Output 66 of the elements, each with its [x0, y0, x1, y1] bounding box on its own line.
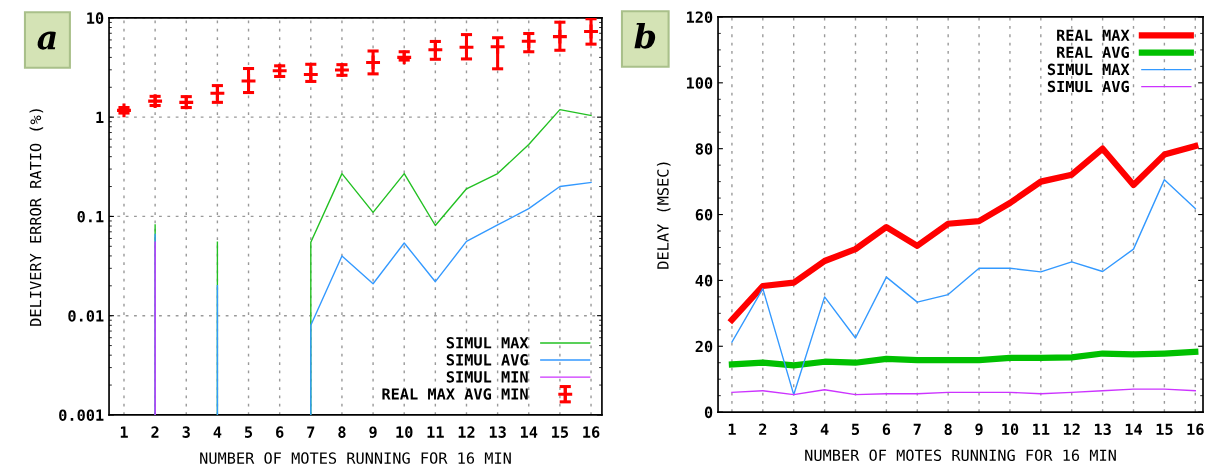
- x-tick-label: 12: [1063, 423, 1080, 435]
- x-tick-label: 10: [1002, 423, 1019, 436]
- y-tick-label: 10: [87, 12, 104, 24]
- x-tick-label: 15: [1156, 423, 1173, 436]
- x-tick-label: 7: [307, 426, 315, 438]
- legend-label: REAL MAX AVG MIN: [382, 388, 528, 400]
- point: [364, 53, 382, 71]
- legend-label: SIMUL AVG: [1047, 80, 1129, 93]
- x-tick-label: 12: [458, 426, 475, 438]
- x-tick-label: 4: [820, 423, 829, 435]
- legend-label: REAL AVG: [1057, 46, 1129, 59]
- y-tick-label: 20: [695, 340, 713, 353]
- x-tick-label: 11: [1033, 423, 1050, 435]
- line-series: [731, 178, 1196, 396]
- legend-label: SIMUL AVG: [446, 354, 528, 366]
- x-tick-label: 5: [851, 423, 860, 436]
- y-tick-label: 0.1: [77, 210, 104, 223]
- point: [115, 101, 133, 119]
- legend-label: SIMUL MAX: [446, 336, 529, 349]
- x-tick-label: 16: [583, 426, 600, 438]
- point: [551, 28, 569, 46]
- x-tick-label: 8: [944, 423, 952, 436]
- y-tick-label: 0: [704, 406, 713, 419]
- y-tick-label: 0.001: [59, 409, 104, 421]
- point: [458, 38, 475, 56]
- x-tick-label: 2: [759, 423, 767, 435]
- chart-title: a: [37, 31, 56, 50]
- x-tick-label: 1: [728, 423, 736, 435]
- point: [395, 48, 413, 66]
- y-tick-label: 1: [96, 111, 104, 123]
- legend-label: SIMUL MIN: [446, 371, 528, 383]
- y-axis-title: DELAY (MSEC): [656, 162, 671, 269]
- x-axis-title: NUMBER OF MOTES RUNNING FOR 16 MIN: [200, 452, 511, 464]
- x-tick-label: 13: [1094, 423, 1111, 436]
- x-tick-label: 7: [913, 423, 921, 435]
- y-tick-label: 120: [686, 11, 713, 23]
- legend-label: SIMUL MAX: [1047, 63, 1130, 76]
- x-tick-label: 14: [1125, 423, 1143, 435]
- legend-label: REAL MAX: [1057, 29, 1130, 41]
- x-tick-label: 10: [396, 426, 413, 438]
- x-tick-label: 2: [151, 426, 159, 438]
- x-tick-label: 11: [427, 426, 444, 438]
- y-axis-title: DELIVERY ERROR RATIO (%): [29, 109, 44, 326]
- x-tick-label: 4: [213, 426, 222, 438]
- y-tick-label: 60: [695, 209, 713, 221]
- x-tick-label: 6: [276, 426, 284, 438]
- x-tick-label: 13: [489, 426, 506, 438]
- y-tick-label: 100: [686, 77, 713, 89]
- x-tick-label: 8: [338, 426, 346, 438]
- x-tick-label: 3: [790, 423, 798, 436]
- x-tick-label: 15: [552, 426, 569, 438]
- x-tick-label: 9: [975, 423, 983, 436]
- x-tick-label: 6: [882, 423, 891, 436]
- x-tick-label: 16: [1187, 423, 1204, 436]
- x-tick-label: 14: [520, 426, 538, 438]
- y-tick-label: 80: [695, 143, 713, 155]
- point: [240, 72, 258, 90]
- point: [582, 22, 600, 40]
- y-tick-label: 40: [695, 274, 713, 287]
- x-tick-label: 3: [182, 426, 190, 438]
- y-tick-label: 0.01: [68, 310, 104, 322]
- x-tick-label: 1: [120, 426, 128, 438]
- chart-title: b: [634, 22, 656, 49]
- x-axis-title: NUMBER OF MOTES RUNNING FOR 16 MIN: [805, 449, 1116, 462]
- x-tick-label: 9: [369, 426, 377, 438]
- x-tick-label: 5: [245, 426, 253, 438]
